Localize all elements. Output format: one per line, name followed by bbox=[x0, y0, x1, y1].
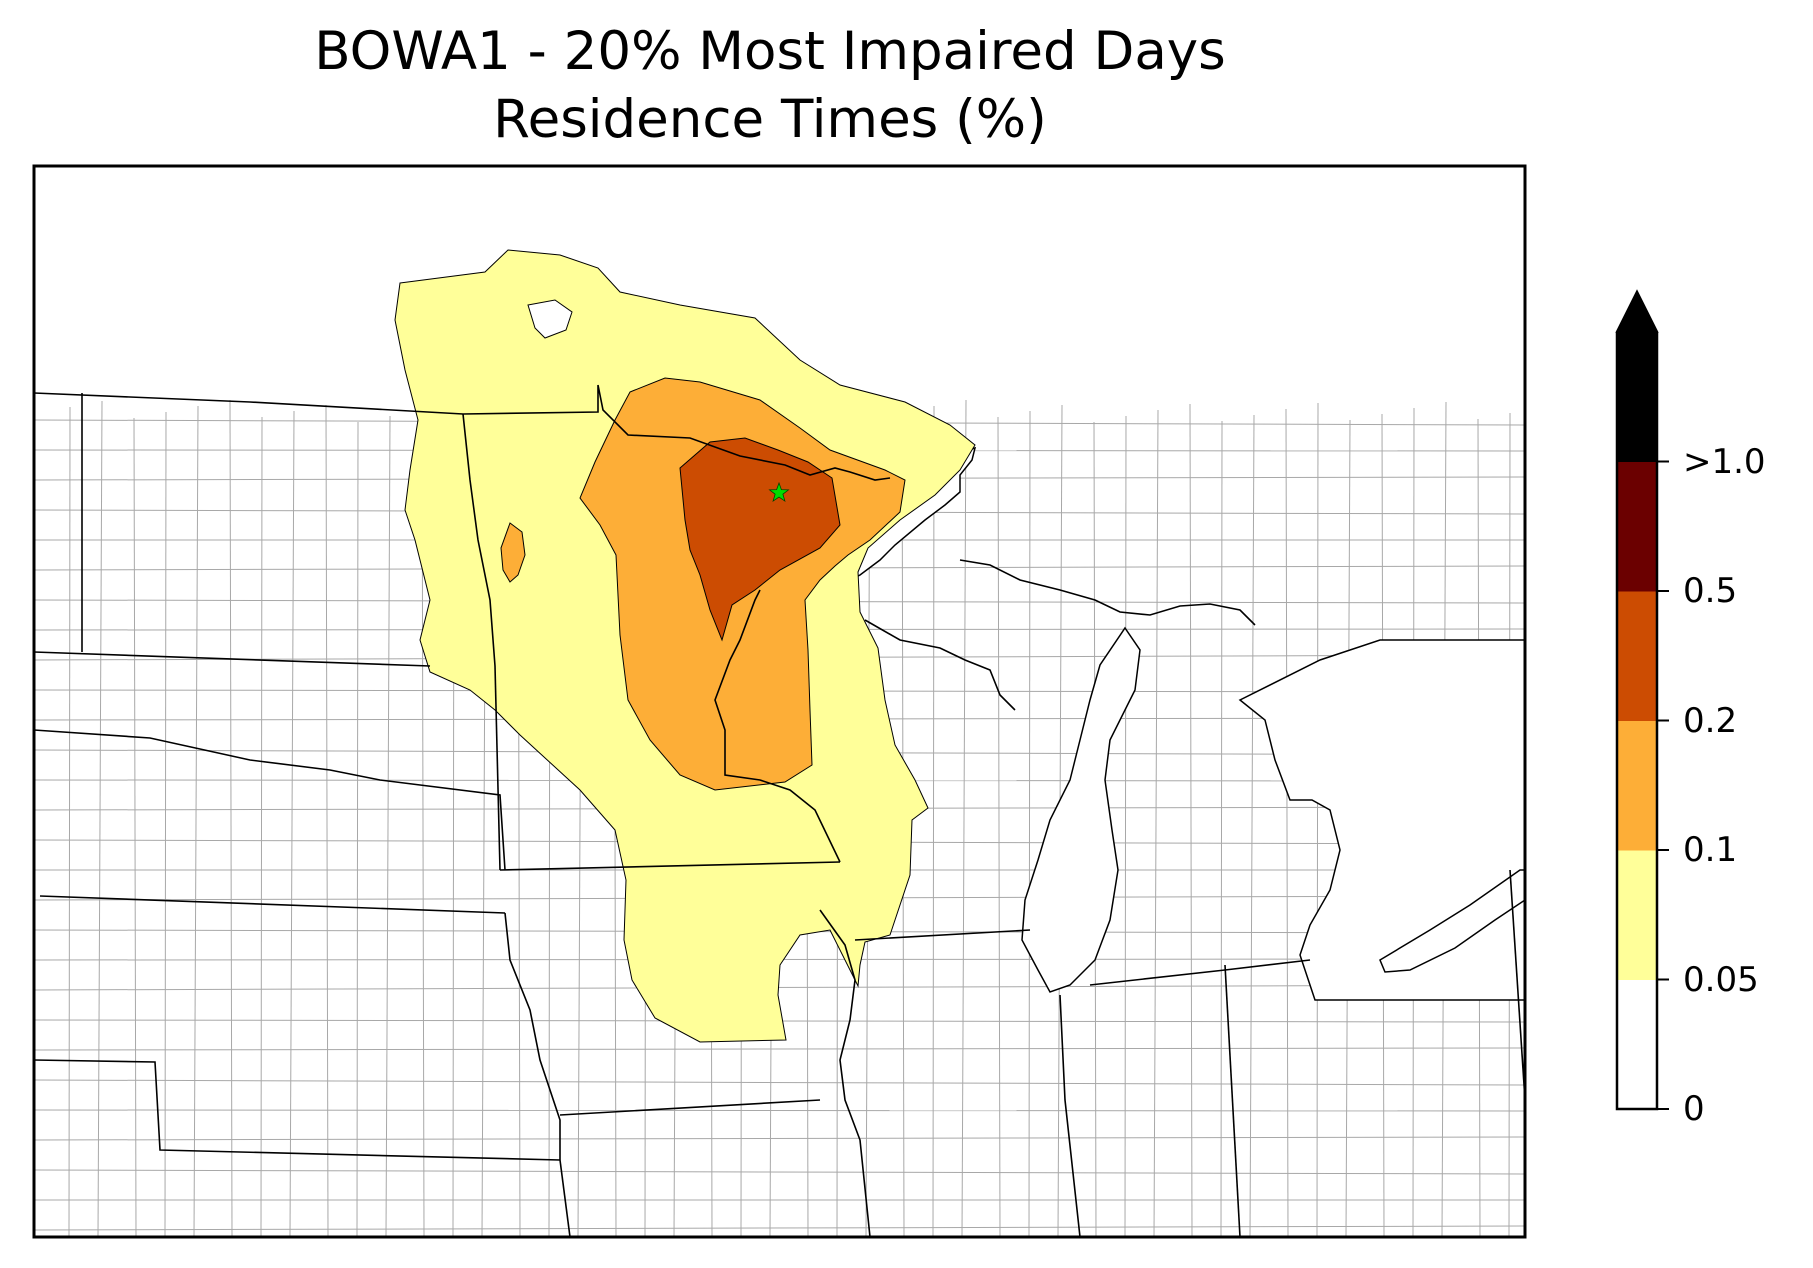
border-ia-mo bbox=[559, 1099, 821, 1116]
county-line bbox=[260, 416, 263, 1237]
border-mi-oh bbox=[1224, 959, 1311, 971]
border-ia-west bbox=[504, 912, 561, 1160]
contour-band-0.2-0.5 bbox=[679, 437, 841, 642]
colorbar-band bbox=[1617, 720, 1657, 851]
county-line bbox=[1285, 408, 1289, 1237]
county-line bbox=[1249, 414, 1255, 1237]
border-wi-mi-up bbox=[864, 619, 1016, 711]
border-sd-ne bbox=[34, 729, 506, 871]
border-il-in bbox=[1059, 994, 1081, 1237]
colorbar-tick-label: >1.0 bbox=[1683, 441, 1766, 482]
colorbar-band bbox=[1617, 979, 1657, 1110]
county-line bbox=[193, 405, 199, 1237]
border-ne-ks bbox=[39, 895, 506, 914]
colorbar-tick-label: 0.5 bbox=[1683, 571, 1738, 611]
colorbar-tick-label: 0.05 bbox=[1683, 959, 1759, 1000]
county-line bbox=[1220, 420, 1223, 1237]
county-line bbox=[68, 406, 71, 1237]
residence-contours bbox=[394, 249, 976, 1043]
colorbar-tick-label: 0.2 bbox=[1683, 700, 1738, 741]
county-line bbox=[325, 404, 329, 1237]
lake-michigan bbox=[1021, 626, 1141, 993]
county-line bbox=[356, 421, 359, 1237]
county-line bbox=[932, 405, 935, 1237]
lake-erie bbox=[1379, 869, 1525, 973]
border-nd-sd bbox=[34, 651, 431, 667]
county-line bbox=[34, 1109, 1525, 1112]
border-ks-mo bbox=[559, 1159, 571, 1237]
border-oh-pa bbox=[1509, 869, 1525, 1101]
map-title-line-1: BOWA1 - 20% Most Impaired Days bbox=[314, 21, 1226, 82]
county-line bbox=[34, 1079, 1525, 1086]
border-ia-il bbox=[819, 909, 871, 1237]
county-line bbox=[1189, 403, 1193, 1237]
border-nd-mn bbox=[462, 413, 496, 667]
county-line bbox=[1153, 409, 1159, 1237]
county-line bbox=[997, 416, 1001, 1237]
contour-island-0.1-0.2 bbox=[500, 522, 526, 583]
contour-hole-lt-0.05 bbox=[527, 299, 573, 339]
colorbar bbox=[1615, 289, 1669, 1111]
county-line bbox=[34, 1136, 1525, 1141]
county-line bbox=[34, 1169, 1525, 1175]
colorbar-extend-triangle bbox=[1615, 289, 1659, 333]
border-mi-up-top bbox=[959, 559, 1256, 626]
map-title-line-2: Residence Times (%) bbox=[493, 89, 1047, 150]
county-lines bbox=[34, 399, 1525, 1237]
map-area bbox=[34, 166, 1525, 1237]
border-ks-ok bbox=[34, 1059, 561, 1161]
lake-huron bbox=[1238, 639, 1525, 1001]
border-canada-us bbox=[34, 384, 891, 481]
county-line bbox=[164, 411, 167, 1237]
county-line bbox=[1124, 415, 1127, 1237]
border-mn-wi bbox=[714, 589, 841, 863]
border-in-oh bbox=[1224, 964, 1241, 1237]
county-line bbox=[1028, 410, 1031, 1237]
county-line bbox=[1316, 402, 1319, 1237]
county-line bbox=[34, 1225, 1525, 1231]
county-line bbox=[133, 417, 137, 1237]
colorbar-band bbox=[1617, 850, 1657, 980]
map-frame bbox=[32, 164, 1527, 1239]
border-ia-mn bbox=[499, 861, 841, 871]
county-line bbox=[34, 984, 1525, 991]
county-line bbox=[289, 410, 295, 1237]
colorbar-tick-label: 0.1 bbox=[1683, 830, 1738, 870]
colorbar-tick-label: 0 bbox=[1683, 1089, 1705, 1129]
colorbar-band bbox=[1617, 591, 1657, 721]
border-sd-mn bbox=[494, 665, 501, 871]
county-line bbox=[34, 1047, 1525, 1051]
colorbar-band bbox=[1617, 461, 1657, 592]
border-mi-in bbox=[1089, 969, 1226, 986]
colorbar-band bbox=[1617, 332, 1657, 462]
border-wi-il bbox=[854, 929, 1031, 941]
state-boundaries bbox=[34, 384, 1525, 1237]
county-line bbox=[385, 415, 391, 1237]
site-marker-star-icon bbox=[768, 481, 790, 503]
